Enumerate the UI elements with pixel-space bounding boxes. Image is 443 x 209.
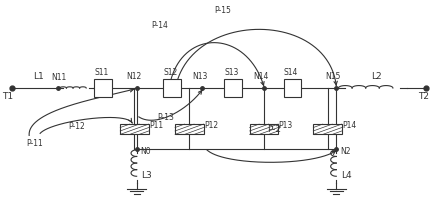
Bar bbox=[120, 124, 149, 134]
Text: T1: T1 bbox=[3, 92, 14, 101]
Text: L2: L2 bbox=[371, 72, 382, 81]
Text: N14: N14 bbox=[253, 72, 268, 81]
Text: N12: N12 bbox=[126, 72, 141, 81]
Text: L3: L3 bbox=[141, 171, 152, 180]
Text: S13: S13 bbox=[224, 68, 239, 76]
Bar bbox=[284, 79, 301, 97]
Text: P-12: P-12 bbox=[68, 122, 85, 131]
Text: N2: N2 bbox=[340, 147, 350, 156]
Text: P-13: P-13 bbox=[158, 113, 175, 122]
Bar bbox=[250, 124, 278, 134]
Text: S11: S11 bbox=[94, 68, 109, 76]
Text: P-11: P-11 bbox=[26, 139, 43, 148]
Text: S14: S14 bbox=[283, 68, 297, 76]
Text: L1: L1 bbox=[33, 72, 44, 81]
Text: P13: P13 bbox=[278, 121, 293, 130]
Text: P-2: P-2 bbox=[267, 125, 281, 134]
Text: T2: T2 bbox=[418, 92, 429, 101]
Bar bbox=[313, 124, 342, 134]
Bar bbox=[94, 79, 112, 97]
Text: P14: P14 bbox=[342, 121, 356, 130]
Text: N13: N13 bbox=[193, 72, 208, 81]
Text: S12: S12 bbox=[163, 68, 178, 76]
Text: P-15: P-15 bbox=[214, 6, 231, 15]
Bar bbox=[175, 124, 204, 134]
Text: P11: P11 bbox=[149, 121, 163, 130]
Bar bbox=[225, 79, 242, 97]
Text: N15: N15 bbox=[325, 72, 341, 81]
Text: N11: N11 bbox=[51, 73, 66, 82]
Text: L4: L4 bbox=[341, 171, 351, 180]
Text: P12: P12 bbox=[204, 121, 218, 130]
Text: N0: N0 bbox=[140, 147, 151, 156]
Bar bbox=[163, 79, 181, 97]
Text: P-14: P-14 bbox=[152, 21, 168, 30]
